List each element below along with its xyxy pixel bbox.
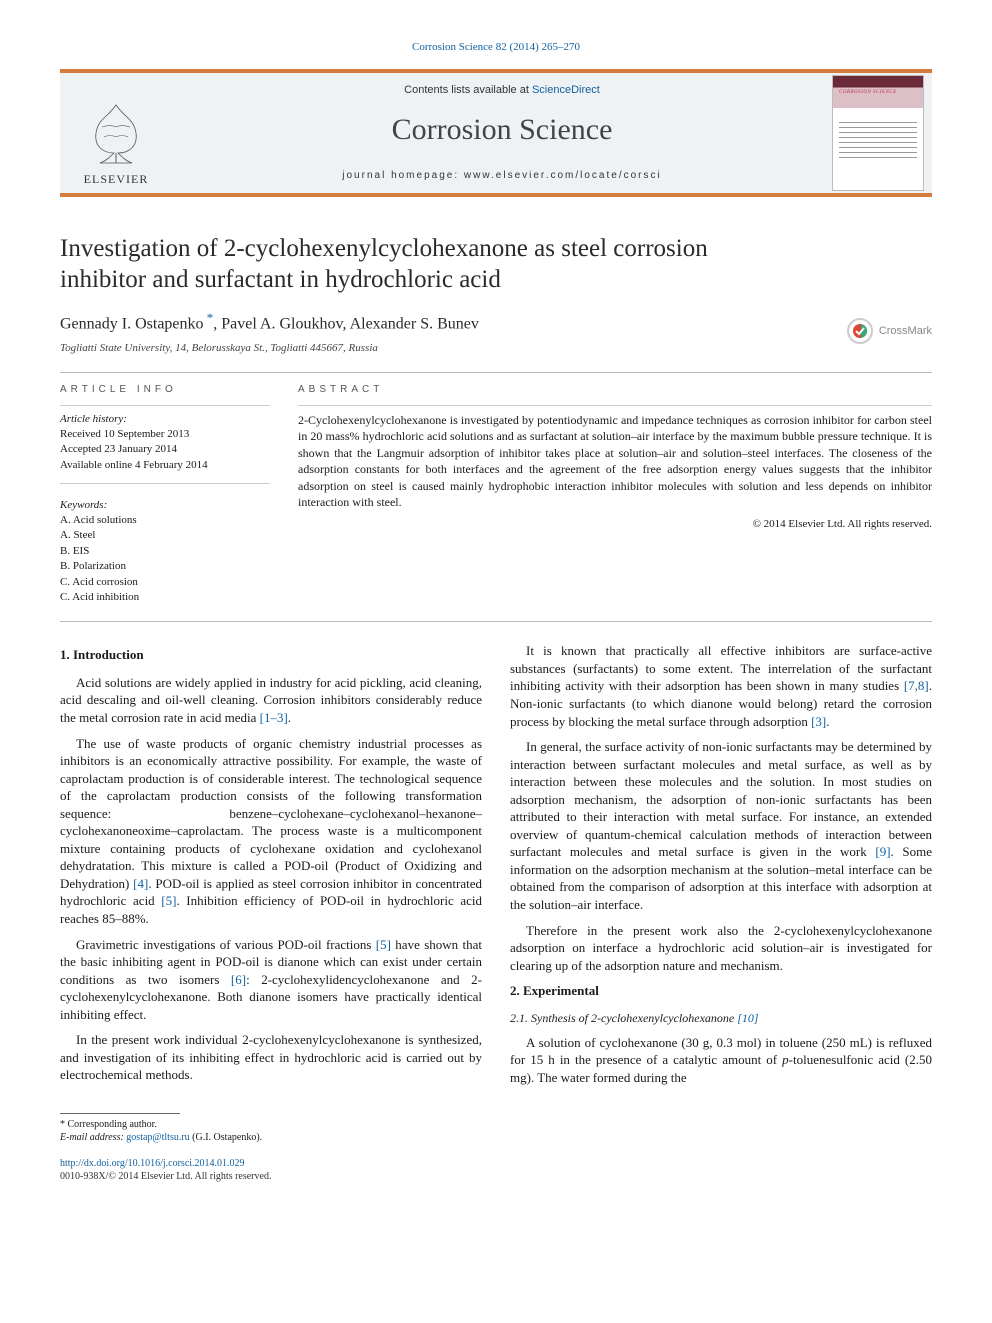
crossmark-label: CrossMark — [879, 324, 932, 339]
article-info-heading: ARTICLE INFO — [60, 383, 270, 397]
contents-available-line: Contents lists available at ScienceDirec… — [172, 83, 832, 98]
body-paragraph: It is known that practically all effecti… — [510, 642, 932, 730]
history-accepted: Accepted 23 January 2014 — [60, 442, 270, 457]
keyword: A. Steel — [60, 528, 270, 543]
paper-title: Investigation of 2-cyclohexenylcyclohexa… — [60, 233, 800, 296]
body-paragraph: Therefore in the present work also the 2… — [510, 922, 932, 975]
body-paragraph: A solution of cyclohexanone (30 g, 0.3 m… — [510, 1034, 932, 1087]
keyword: C. Acid corrosion — [60, 575, 270, 590]
affiliation: Togliatti State University, 14, Beloruss… — [60, 341, 932, 356]
subsection-heading-synthesis: 2.1. Synthesis of 2-cyclohexenylcyclohex… — [510, 1010, 932, 1026]
divider — [60, 621, 932, 622]
publisher-logo-block: ELSEVIER — [60, 73, 172, 193]
citation-ref[interactable]: [3] — [811, 714, 826, 729]
abstract-heading: ABSTRACT — [298, 383, 932, 397]
citation-ref[interactable]: [9] — [875, 844, 890, 859]
body-paragraph: In general, the surface activity of non-… — [510, 738, 932, 913]
citation-ref[interactable]: [10] — [737, 1011, 758, 1025]
history-label: Article history: — [60, 412, 270, 427]
abstract-block: ABSTRACT 2-Cyclohexenylcyclohexanone is … — [298, 383, 932, 605]
star-icon: * — [60, 1119, 65, 1130]
corresponding-author-note: * Corresponding author. — [60, 1118, 932, 1132]
keyword: A. Acid solutions — [60, 513, 270, 528]
publisher-name: ELSEVIER — [84, 171, 149, 187]
citation-line: Corrosion Science 82 (2014) 265–270 — [60, 40, 932, 55]
section-heading-intro: 1. Introduction — [60, 646, 482, 664]
citation-ref[interactable]: [5] — [161, 893, 176, 908]
abstract-copyright: © 2014 Elsevier Ltd. All rights reserved… — [298, 517, 932, 532]
journal-cover-thumbnail: CORROSION SCIENCE — [832, 75, 924, 191]
journal-banner: ELSEVIER Contents lists available at Sci… — [60, 69, 932, 197]
crossmark-badge[interactable]: CrossMark — [847, 318, 932, 344]
crossmark-icon — [847, 318, 873, 344]
contents-prefix: Contents lists available at — [404, 84, 532, 96]
email-attribution: (G.I. Ostapenko). — [192, 1132, 262, 1143]
section-heading-experimental: 2. Experimental — [510, 982, 932, 1000]
doi-link[interactable]: http://dx.doi.org/10.1016/j.corsci.2014.… — [60, 1158, 245, 1169]
body-paragraph: Gravimetric investigations of various PO… — [60, 936, 482, 1024]
page-footer: * Corresponding author. E-mail address: … — [60, 1113, 932, 1184]
citation-ref[interactable]: [5] — [376, 937, 391, 952]
footnote-rule — [60, 1113, 180, 1114]
citation-ref[interactable]: [6] — [231, 972, 246, 987]
homepage-url: www.elsevier.com/locate/corsci — [464, 170, 662, 181]
elsevier-tree-icon — [88, 103, 144, 169]
body-paragraph: In the present work individual 2-cyclohe… — [60, 1031, 482, 1084]
body-paragraph: The use of waste products of organic che… — [60, 735, 482, 928]
cover-label: CORROSION SCIENCE — [839, 90, 897, 97]
history-received: Received 10 September 2013 — [60, 427, 270, 442]
divider — [60, 372, 932, 373]
sciencedirect-link[interactable]: ScienceDirect — [532, 84, 600, 96]
issn-copyright: 0010-938X/© 2014 Elsevier Ltd. All right… — [60, 1170, 932, 1184]
keyword: C. Acid inhibition — [60, 590, 270, 605]
keyword: B. EIS — [60, 544, 270, 559]
citation-ref[interactable]: [1–3] — [260, 710, 288, 725]
keywords-label: Keywords: — [60, 498, 270, 513]
body-paragraph: Acid solutions are widely applied in ind… — [60, 674, 482, 727]
author-list: Gennady I. Ostapenko *, Pavel A. Gloukho… — [60, 309, 932, 335]
keyword: B. Polarization — [60, 559, 270, 574]
homepage-prefix: journal homepage: — [342, 170, 464, 181]
journal-homepage-line: journal homepage: www.elsevier.com/locat… — [172, 169, 832, 183]
journal-name: Corrosion Science — [172, 110, 832, 151]
history-online: Available online 4 February 2014 — [60, 458, 270, 473]
citation-ref[interactable]: [4] — [133, 876, 148, 891]
corresponding-star-icon: * — [204, 310, 214, 325]
abstract-text: 2-Cyclohexenylcyclohexanone is investiga… — [298, 412, 932, 511]
citation-ref[interactable]: [7,8] — [904, 678, 929, 693]
body-text: 1. Introduction Acid solutions are widel… — [60, 642, 932, 1094]
article-info-block: ARTICLE INFO Article history: Received 1… — [60, 383, 270, 605]
email-line: E-mail address: gostap@tltsu.ru (G.I. Os… — [60, 1131, 932, 1145]
author-email-link[interactable]: gostap@tltsu.ru — [126, 1132, 189, 1143]
doi-line: http://dx.doi.org/10.1016/j.corsci.2014.… — [60, 1157, 932, 1171]
